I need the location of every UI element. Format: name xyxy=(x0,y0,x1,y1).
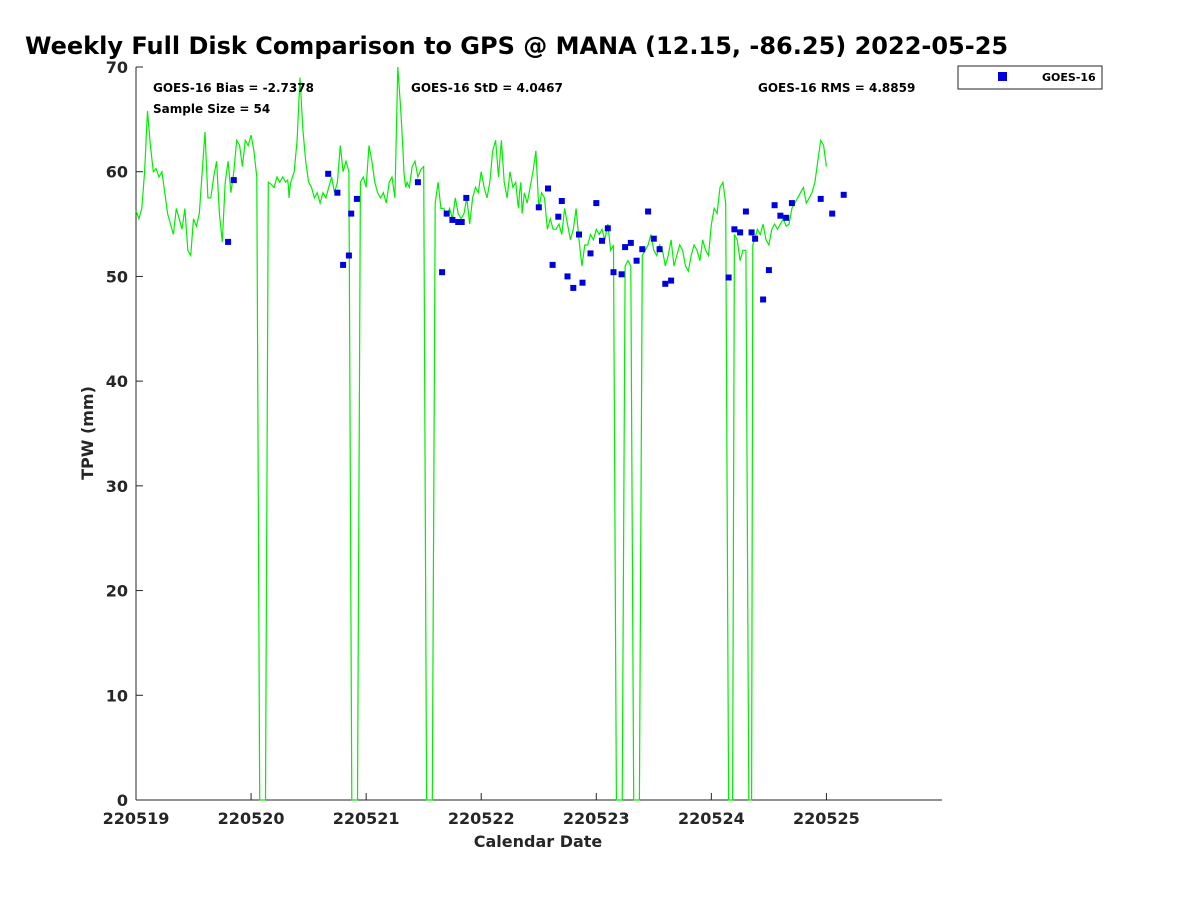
y-tick-label: 40 xyxy=(106,372,128,391)
goes-data-point xyxy=(555,213,562,220)
y-tick-label: 70 xyxy=(106,58,128,77)
gps-series-line xyxy=(135,66,827,801)
bias-stat: GOES-16 Bias = -2.7378 xyxy=(153,81,314,95)
legend-goes-label: GOES-16 xyxy=(1042,71,1096,84)
x-tick-label: 220519 xyxy=(103,809,170,828)
goes-data-point xyxy=(455,219,462,225)
goes-data-point xyxy=(463,194,470,201)
x-axis-label: Calendar Date xyxy=(474,832,603,851)
gps-series-layer xyxy=(135,66,827,801)
goes-data-point xyxy=(599,237,605,244)
goes-data-point xyxy=(725,274,732,281)
goes-data-point xyxy=(627,239,634,246)
y-axis-ticks: 0 10 20 30 40 50 60 70 xyxy=(106,58,143,810)
goes-data-point xyxy=(662,280,669,287)
rms-stat: GOES-16 RMS = 4.8859 xyxy=(758,81,915,95)
goes-data-point xyxy=(610,269,617,276)
y-tick-label: 20 xyxy=(106,582,128,601)
x-tick-label: 220523 xyxy=(563,809,630,828)
goes-data-point xyxy=(748,229,755,236)
goes-data-point xyxy=(829,210,836,217)
goes-data-point xyxy=(645,208,652,215)
goes-data-point xyxy=(765,267,772,274)
std-stat: GOES-16 StD = 4.0467 xyxy=(411,81,563,95)
y-tick-label: 10 xyxy=(106,686,128,705)
goes-data-point xyxy=(742,208,749,215)
goes-data-point xyxy=(558,198,565,204)
goes-data-point xyxy=(570,284,577,291)
x-tick-label: 220521 xyxy=(333,809,400,828)
x-tick-label: 220525 xyxy=(793,809,860,828)
sample-size-stat: Sample Size = 54 xyxy=(153,102,270,116)
legend-goes-marker xyxy=(998,72,1007,81)
goes-data-point xyxy=(230,177,237,184)
x-tick-label: 220524 xyxy=(678,809,745,828)
goes-data-point xyxy=(752,235,759,242)
goes-data-point xyxy=(783,214,790,221)
goes-data-point xyxy=(439,269,446,276)
axes-box xyxy=(136,67,942,800)
goes-data-point xyxy=(633,257,640,264)
goes-data-point xyxy=(604,225,611,232)
x-tick-label: 220522 xyxy=(448,809,515,828)
y-tick-label: 30 xyxy=(106,477,128,496)
goes-data-point xyxy=(760,296,767,303)
goes-data-point xyxy=(225,238,232,245)
goes-data-point xyxy=(737,229,744,236)
goes-data-point xyxy=(840,191,847,198)
goes-data-point xyxy=(535,204,542,211)
goes-data-point xyxy=(348,210,355,217)
y-tick-label: 60 xyxy=(106,163,128,182)
goes-data-point xyxy=(549,261,556,268)
goes-data-point xyxy=(345,252,352,259)
y-tick-label: 50 xyxy=(106,267,128,286)
goes-points-layer xyxy=(225,170,847,303)
goes-data-point xyxy=(788,200,795,207)
goes-data-point xyxy=(414,179,421,186)
goes-data-point xyxy=(650,235,657,242)
y-axis-label: TPW (mm) xyxy=(78,386,97,480)
goes-data-point xyxy=(353,195,360,202)
goes-data-point xyxy=(443,210,450,217)
goes-data-point xyxy=(593,200,600,207)
goes-data-point xyxy=(576,231,582,238)
goes-data-point xyxy=(656,246,663,253)
chart-title: Weekly Full Disk Comparison to GPS @ MAN… xyxy=(25,32,1008,60)
goes-data-point xyxy=(777,212,784,219)
goes-data-point xyxy=(449,216,456,223)
x-axis-ticks: 220519 220520 220521 220522 220523 220524 2205… xyxy=(103,793,860,828)
goes-data-point xyxy=(817,195,824,202)
goes-data-point xyxy=(587,250,594,257)
goes-data-point xyxy=(579,279,586,286)
plot-area xyxy=(135,66,942,801)
goes-data-point xyxy=(340,261,347,268)
goes-data-point xyxy=(545,185,551,192)
goes-data-point xyxy=(618,271,625,278)
legend-box xyxy=(957,65,1103,90)
goes-data-point xyxy=(731,226,738,233)
goes-data-point xyxy=(458,219,465,225)
goes-data-point xyxy=(668,277,675,284)
x-tick-label: 220520 xyxy=(218,809,285,828)
goes-data-point xyxy=(771,202,778,209)
goes-data-point xyxy=(564,273,571,280)
legend: GOES-16 xyxy=(957,65,1103,90)
goes-data-point xyxy=(622,244,629,251)
goes-data-point xyxy=(334,189,341,196)
goes-data-point xyxy=(325,170,332,177)
goes-data-point xyxy=(639,246,646,253)
y-tick-label: 0 xyxy=(117,791,128,810)
